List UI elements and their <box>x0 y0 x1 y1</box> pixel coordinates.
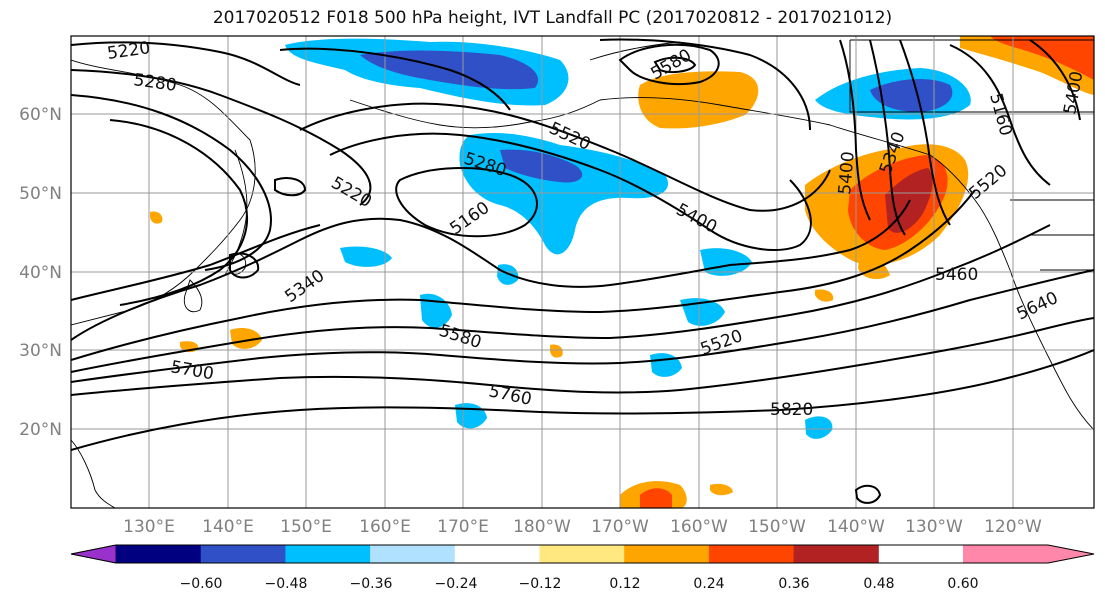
lat-label: 20°N <box>19 420 62 440</box>
lat-label: 50°N <box>19 184 62 204</box>
colorbar-extend-right <box>963 545 1094 563</box>
lon-label: 130°W <box>905 517 963 537</box>
lon-label: 150°W <box>748 517 806 537</box>
colorbar-segment <box>793 545 879 563</box>
lon-label: 140°W <box>827 517 885 537</box>
colorbar-tick-label: 0.48 <box>863 576 894 592</box>
colorbar-segment <box>370 545 456 563</box>
colorbar-tick-label: −0.12 <box>519 576 562 592</box>
colorbar-tick-label: −0.36 <box>350 576 393 592</box>
lat-label: 40°N <box>19 263 62 283</box>
colorbar-outline <box>70 544 1095 564</box>
colorbar-tick-label: 0.24 <box>693 576 724 592</box>
lat-label: 60°N <box>19 105 62 125</box>
lon-label: 160°E <box>359 517 411 537</box>
colorbar-extend-left <box>70 544 117 564</box>
lon-label: 180°W <box>513 517 571 537</box>
contour-label: 5400 <box>835 151 859 196</box>
colorbar-segment <box>539 545 625 563</box>
contour-label: 5460 <box>935 265 978 285</box>
lon-label: 120°W <box>984 517 1042 537</box>
lat-label: 30°N <box>19 341 62 361</box>
colorbar-segment <box>624 545 710 563</box>
graticule <box>71 36 1094 508</box>
colorbar-tick-label: 0.36 <box>778 576 809 592</box>
map-frame <box>70 35 1095 509</box>
colorbar-segment <box>116 545 202 563</box>
colorbar-tick-label: 0.12 <box>609 576 640 592</box>
longitude-labels: 130°E 140°E 150°E 160°E 170°E 180°W 170°… <box>123 517 1042 537</box>
lon-label: 150°E <box>280 517 332 537</box>
colorbar-segment <box>454 545 540 563</box>
map-title: 2017020512 F018 500 hPa height, IVT Land… <box>212 8 893 28</box>
colorbar-ticks: −0.60 −0.48 −0.36 −0.24 −0.12 0.12 0.24 … <box>180 576 979 592</box>
lon-label: 160°W <box>670 517 728 537</box>
colorbar-tick-label: −0.60 <box>180 576 223 592</box>
colorbar-segment <box>285 545 371 563</box>
colorbar-segment <box>708 545 795 563</box>
latitude-labels: 60°N 50°N 40°N 30°N 20°N <box>19 105 62 440</box>
colorbar-segment <box>200 545 286 563</box>
lon-label: 140°E <box>202 517 254 537</box>
colorbar-tick-label: −0.24 <box>435 576 478 592</box>
height-contours <box>71 38 1094 504</box>
colorbar-tick-label: −0.48 <box>265 576 308 592</box>
lon-label: 170°W <box>591 517 649 537</box>
lon-label: 170°E <box>437 517 489 537</box>
colorbar-tick-label: 0.60 <box>947 576 978 592</box>
contour-label: 5820 <box>770 400 813 420</box>
lon-label: 130°E <box>123 517 175 537</box>
colorbar-segments <box>70 544 1095 564</box>
